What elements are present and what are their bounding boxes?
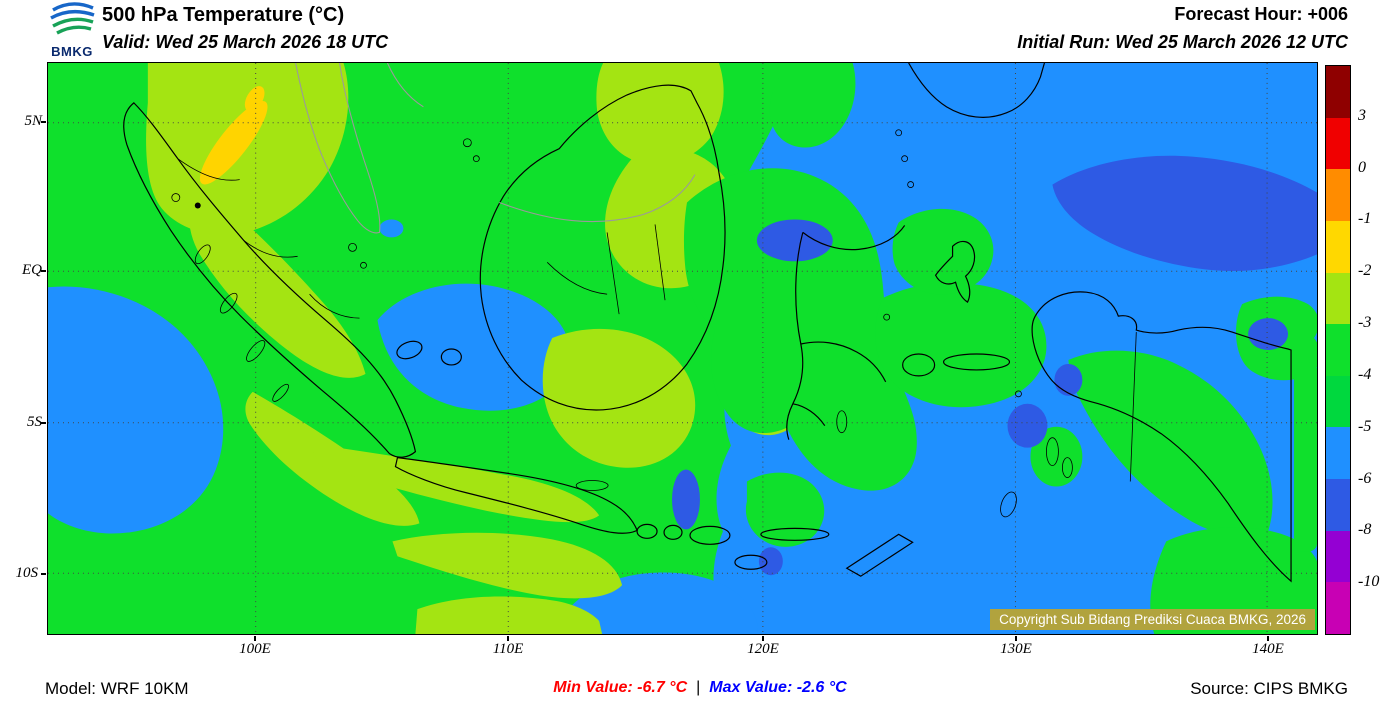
lat-label-eq: EQ [22, 262, 42, 278]
map-area: Copyright Sub Bidang Prediksi Cuaca BMKG… [47, 62, 1318, 635]
lat-label-5s: 5S [27, 414, 42, 430]
axis-tick [41, 573, 46, 575]
model-label: Model: WRF 10KM [45, 679, 189, 698]
colorbar-segment [1326, 117, 1350, 170]
colorbar [1325, 65, 1351, 635]
axis-tick [507, 636, 509, 641]
axis-tick [41, 121, 46, 123]
axis-tick [762, 636, 764, 641]
bmkg-logo-icon [50, 2, 95, 35]
bmkg-logo: BMKG [44, 1, 100, 59]
colorbar-segment [1326, 220, 1350, 273]
colorbar-segment [1326, 479, 1350, 531]
gridlines [48, 63, 1317, 634]
colorbar-tick-labels: 3 0 -1 -2 -3 -4 -5 -6 -8 -10 [1358, 65, 1400, 635]
minmax-values: Min Value: -6.7 °C | Max Value: -2.6 °C [0, 679, 1400, 697]
colorbar-tick-label: 0 [1358, 158, 1366, 176]
island-timor [845, 533, 914, 577]
page-title: 500 hPa Temperature (°C) [102, 4, 345, 26]
initial-run: Initial Run: Wed 25 March 2026 12 UTC [1017, 32, 1348, 52]
island-sumatra [123, 102, 417, 458]
lon-label-110e: 110E [492, 641, 524, 657]
source-label: Source: CIPS BMKG [1190, 679, 1348, 698]
lat-label-5n: 5N [24, 113, 42, 129]
colorbar-tick-label: -6 [1358, 469, 1372, 487]
lake-toba [194, 202, 201, 209]
field-dark-blue-regions [672, 155, 1317, 576]
minmax-separator: | [696, 679, 701, 696]
copyright-notice: Copyright Sub Bidang Prediksi Cuaca BMKG… [990, 609, 1315, 630]
min-value: Min Value: -6.7 °C [553, 679, 688, 696]
colorbar-tick-label: -1 [1358, 210, 1372, 228]
island-borneo [479, 84, 726, 411]
bmkg-logo-label: BMKG [51, 44, 93, 59]
colorbar-tick-label: -5 [1358, 417, 1372, 435]
malay-peninsula [295, 63, 381, 234]
coastlines [123, 63, 1292, 583]
island-sulawesi [786, 225, 906, 440]
island-halmahera [934, 240, 976, 304]
max-value: Max Value: -2.6 °C [709, 679, 847, 696]
axis-tick [1267, 636, 1269, 641]
colorbar-tick-label: -10 [1358, 573, 1380, 591]
lat-label-10s: 10S [15, 565, 39, 581]
island-mindanao [908, 63, 1046, 118]
colorbar-segment [1326, 427, 1350, 480]
axis-tick [41, 270, 46, 272]
axis-tick [1015, 636, 1017, 641]
colorbar-segment [1326, 375, 1350, 428]
colorbar-tick-label: -3 [1358, 314, 1372, 332]
island-papua [1031, 291, 1292, 583]
colorbar-segment [1326, 324, 1350, 376]
colorbar-tick-label: 3 [1358, 106, 1366, 124]
valid-time: Valid: Wed 25 March 2026 18 UTC [102, 32, 389, 52]
lon-label-130e: 130E [1000, 641, 1032, 657]
colorbar-segment [1326, 530, 1350, 583]
colorbar-tick-label: -8 [1358, 521, 1372, 539]
colorbar-segment [1326, 66, 1350, 118]
colorbar-segment [1326, 169, 1350, 221]
axis-tick [254, 636, 256, 641]
colorbar-tick-label: -2 [1358, 262, 1372, 280]
lon-label-140e: 140E [1252, 641, 1284, 657]
colorbar-tick-label: -4 [1358, 365, 1372, 383]
colorbar-segment [1326, 272, 1350, 325]
colorbar-segment [1326, 582, 1350, 635]
lon-label-120e: 120E [747, 641, 779, 657]
lon-label-100e: 100E [239, 641, 271, 657]
temperature-map [48, 63, 1317, 634]
forecast-hour: Forecast Hour: +006 [1174, 4, 1348, 24]
field-yellow-regions [199, 86, 268, 185]
axis-tick [41, 422, 46, 424]
